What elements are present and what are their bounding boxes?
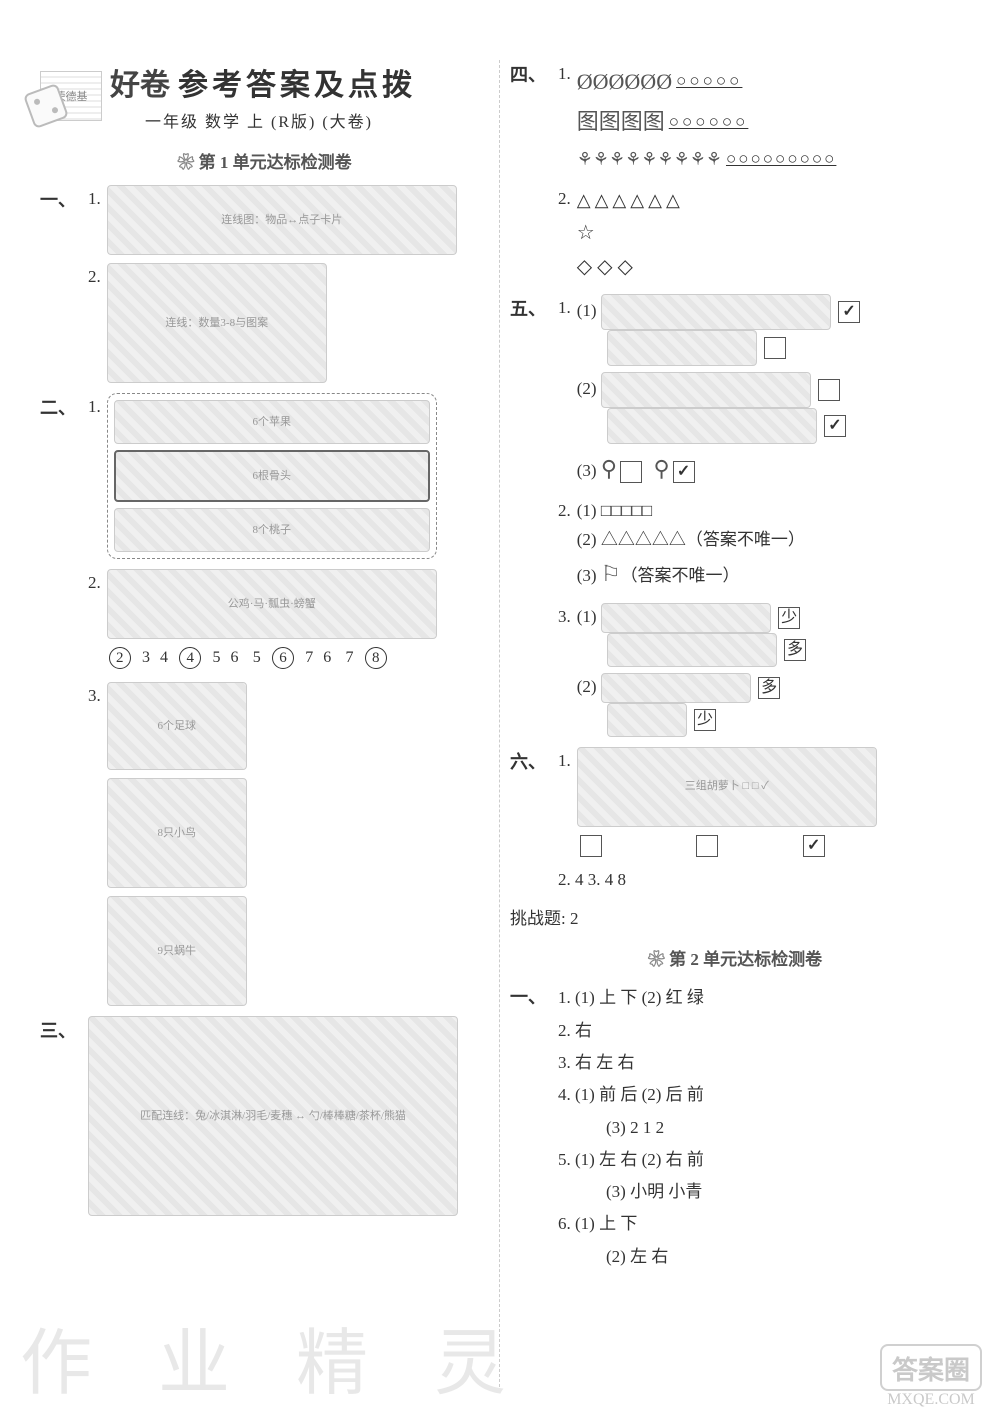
q1-2-num: 2.	[88, 263, 101, 383]
subtitle: 一年级 数学 上 (R版) (大卷)	[102, 108, 416, 132]
u2-l1: 1. (1) 上 下 (2) 红 绿	[558, 982, 960, 1014]
q2-3-num: 3.	[88, 682, 101, 1006]
q4-1-line1: ØØØØØØ ○○○○○	[577, 63, 837, 100]
section-2-label: 二、	[40, 393, 88, 424]
section-3: 三、 匹配连线：兔/冰淇淋/羽毛/麦穗 ↔ 勺/棒棒糖/茶杯/熊猫	[40, 1016, 489, 1216]
section-1: 一、 1. 连线图：物品↔点子卡片 2. 连线：数量3-8与图案	[40, 185, 489, 383]
section-6: 六、 1. 三组胡萝卜 □ □ ✓ 2. 4	[510, 747, 960, 895]
u2-s1-label: 一、	[510, 982, 558, 1013]
few-box: 少	[694, 709, 716, 731]
q5-1-num: 1.	[558, 294, 571, 487]
u2-l5b: (3) 小明 小青	[606, 1176, 960, 1208]
q6-1-image: 三组胡萝卜 □ □ ✓	[577, 747, 877, 827]
section-5-label: 五、	[510, 294, 558, 325]
q2-1b-image: 6根骨头	[114, 450, 430, 502]
section-4-label: 四、	[510, 60, 558, 91]
u2-l2: 2. 右	[558, 1015, 960, 1047]
q2-2-num: 2.	[88, 569, 101, 672]
u2-l6b: (2) 左 右	[606, 1241, 960, 1273]
u2-l4b: (3) 2 1 2	[606, 1112, 960, 1144]
right-column: 四、 1. ØØØØØØ ○○○○○ 图图图图 ○○○○○○	[500, 60, 970, 1387]
u2-l3: 3. 右 左 右	[558, 1047, 960, 1079]
q2-1c-image: 8个桃子	[114, 508, 430, 552]
q1-1-image: 连线图：物品↔点子卡片	[107, 185, 457, 255]
header-text: 好卷 参考答案及点拨 一年级 数学 上 (R版) (大卷)	[102, 60, 416, 132]
q2-3c-image: 9只蜗牛	[107, 896, 247, 1006]
q6-1-num: 1.	[558, 747, 571, 860]
many-box: 多	[784, 639, 806, 661]
section-5: 五、 1. (1) (2)	[510, 294, 960, 737]
circled-4: 4	[179, 647, 201, 669]
q2-2-image: 公鸡·马·瓢虫·螃蟹	[107, 569, 437, 639]
empty-box	[764, 337, 786, 359]
circled-8: 8	[365, 647, 387, 669]
q4-2-num: 2.	[558, 185, 571, 284]
q2-3a-image: 6个足球	[107, 682, 247, 770]
q5-3-1: (1) 少 多	[577, 603, 809, 667]
page: 荣德基 好卷 参考答案及点拨 一年级 数学 上 (R版) (大卷) 第 1 单元…	[0, 0, 1000, 1427]
u2-section-1: 一、 1. (1) 上 下 (2) 红 绿 2. 右 3. 右 左 右 4. (…	[510, 982, 960, 1273]
section-1-label: 一、	[40, 185, 88, 216]
q2-1-num: 1.	[88, 393, 101, 559]
q1-2-image: 连线：数量3-8与图案	[107, 263, 327, 383]
q2-1a-image: 6个苹果	[114, 400, 430, 444]
q4-2-star: ☆	[577, 216, 684, 250]
unit2-heading: 第 2 单元达标检测卷	[510, 945, 960, 970]
q3-image: 匹配连线：兔/冰淇淋/羽毛/麦穗 ↔ 勺/棒棒糖/茶杯/熊猫	[88, 1016, 458, 1216]
q5-3-num: 3.	[558, 603, 571, 737]
q2-2-numbers: 2 34 4 56 5 6 76 7 8	[107, 643, 437, 672]
section-2: 二、 1. 6个苹果 6根骨头 8个桃子 2. 公鸡·马·瓢虫·螃蟹 2	[40, 393, 489, 1006]
q5-1-1: (1)	[577, 294, 863, 366]
logo-script: 好卷	[110, 60, 170, 104]
watermark-br-url: MXQE.COM	[880, 1391, 982, 1409]
q2-3b-image: 8只小鸟	[107, 778, 247, 888]
few-box: 少	[778, 607, 800, 629]
title-main: 参考答案及点拨	[178, 60, 416, 104]
q4-2-diamonds: ◇ ◇ ◇	[577, 250, 684, 284]
left-column: 荣德基 好卷 参考答案及点拨 一年级 数学 上 (R版) (大卷) 第 1 单元…	[30, 60, 500, 1387]
q5-2-3: (3) ⚐（答案不唯一）	[577, 555, 805, 592]
section-4: 四、 1. ØØØØØØ ○○○○○ 图图图图 ○○○○○○	[510, 60, 960, 284]
q4-1-line3: ⚘⚘⚘⚘⚘⚘⚘⚘⚘ ○○○○○○○○○	[577, 144, 837, 175]
header: 荣德基 好卷 参考答案及点拨 一年级 数学 上 (R版) (大卷)	[40, 60, 489, 132]
section-6-label: 六、	[510, 747, 558, 778]
q4-1-num: 1.	[558, 60, 571, 177]
u2-l5: 5. (1) 左 右 (2) 右 前	[558, 1144, 960, 1176]
unit1-heading: 第 1 单元达标检测卷	[40, 148, 489, 173]
q5-1-3: (3) ⚲ ⚲	[577, 450, 863, 487]
q5-2-2: (2) △△△△△（答案不唯一）	[577, 526, 805, 555]
q5-2-1: (1) □□□□□	[577, 497, 805, 526]
q5-3-2: (2) 多 少	[577, 673, 809, 737]
check-box	[838, 301, 860, 323]
challenge-value: 2	[570, 905, 579, 934]
u2-l6: 6. (1) 上 下	[558, 1208, 960, 1240]
circled-6: 6	[272, 647, 294, 669]
many-box: 多	[758, 677, 780, 699]
check-box	[824, 415, 846, 437]
q6-line2: 2. 4 3. 4 8	[558, 866, 960, 895]
challenge-label: 挑战题:	[510, 905, 566, 934]
section-3-label: 三、	[40, 1016, 88, 1047]
challenge: 挑战题: 2	[510, 905, 960, 934]
empty-box	[818, 379, 840, 401]
q4-2-triangles: △△△△△△	[577, 185, 684, 216]
q4-1-line2: 图图图图 ○○○○○○	[577, 103, 837, 140]
circled-2: 2	[109, 647, 131, 669]
q1-num: 1.	[88, 185, 101, 214]
q5-1-2: (2)	[577, 372, 863, 444]
u2-l4: 4. (1) 前 后 (2) 后 前	[558, 1079, 960, 1111]
q5-2-num: 2.	[558, 497, 571, 592]
